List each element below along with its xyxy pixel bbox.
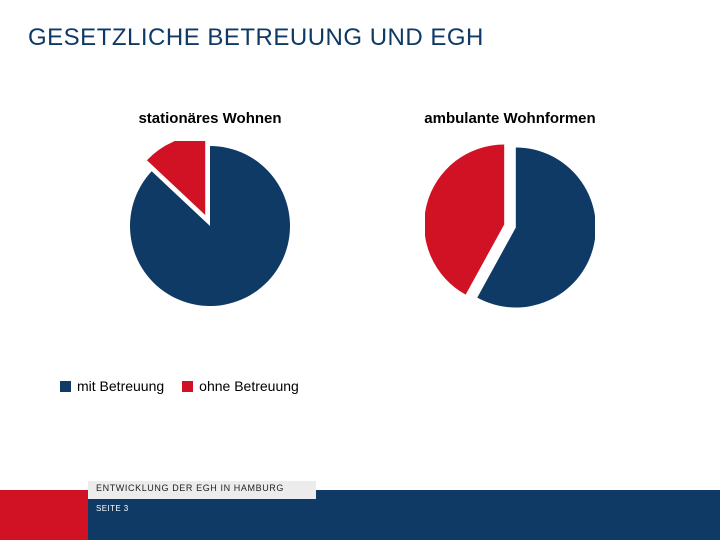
- footer-page-label: SEITE 3: [96, 504, 129, 513]
- chart-right-title: ambulante Wohnformen: [424, 110, 595, 127]
- chart-left: stationäres Wohnen: [80, 110, 340, 370]
- chart-left-title: stationäres Wohnen: [138, 110, 281, 127]
- pie-right: [425, 141, 595, 311]
- legend-label-mit: mit Betreuung: [77, 378, 164, 394]
- footer-red-block: [0, 490, 88, 540]
- legend-item-mit: mit Betreuung: [60, 378, 164, 394]
- legend-label-ohne: ohne Betreuung: [199, 378, 299, 394]
- legend: mit Betreuung ohne Betreuung: [60, 378, 299, 394]
- pie-slice: [130, 146, 290, 306]
- chart-area: stationäres Wohnen ambulante Wohnformen: [80, 110, 640, 370]
- legend-swatch-mit: [60, 381, 71, 392]
- pie-left: [125, 141, 295, 311]
- footer-caption: ENTWICKLUNG DER EGH IN HAMBURG: [96, 483, 284, 493]
- footer: ENTWICKLUNG DER EGH IN HAMBURG SEITE 3: [0, 472, 720, 540]
- footer-bar: ENTWICKLUNG DER EGH IN HAMBURG SEITE 3: [0, 490, 720, 540]
- slide: GESETZLICHE BETREUUNG UND EGH stationäre…: [0, 0, 720, 540]
- chart-right: ambulante Wohnformen: [380, 110, 640, 370]
- legend-item-ohne: ohne Betreuung: [182, 378, 299, 394]
- page-title: GESETZLICHE BETREUUNG UND EGH: [28, 24, 484, 52]
- legend-swatch-ohne: [182, 381, 193, 392]
